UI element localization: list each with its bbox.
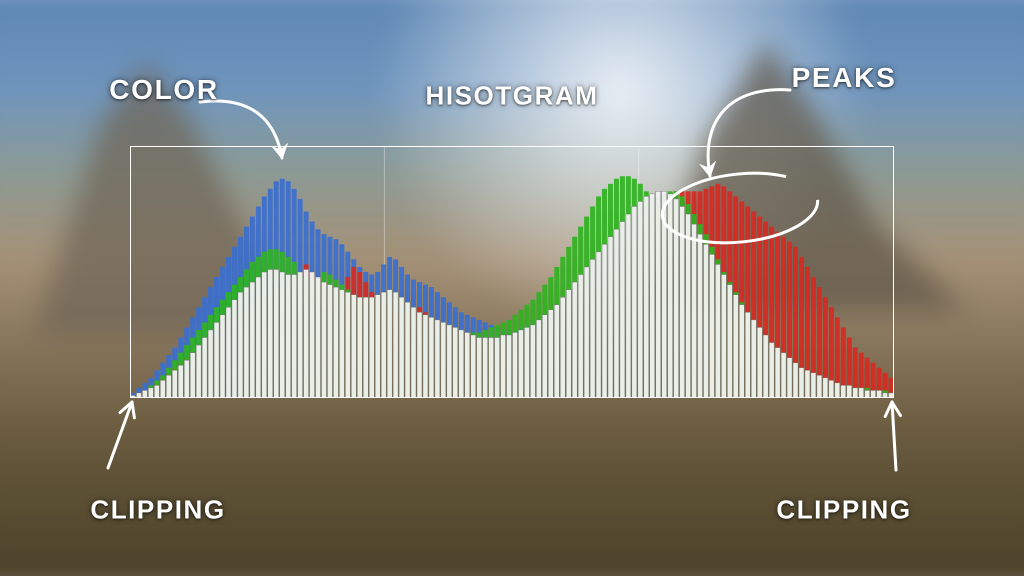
- histogram-frame: [130, 146, 894, 398]
- color-label: COLOR: [109, 74, 219, 106]
- clipping-left-label: CLIPPING: [90, 495, 225, 526]
- clipping-right-label: CLIPPING: [776, 495, 911, 526]
- stage: HISOTGRAM COLOR PEAKS CLIPPING CLIPPING: [0, 0, 1024, 576]
- histogram-chart: [130, 146, 894, 398]
- peaks-label: PEAKS: [792, 62, 897, 94]
- title-label: HISOTGRAM: [426, 81, 599, 112]
